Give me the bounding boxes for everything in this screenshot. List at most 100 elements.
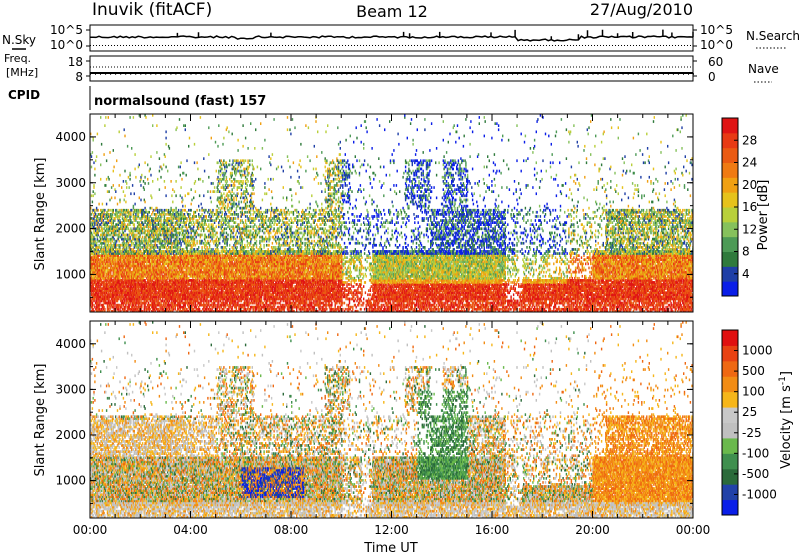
power-cell: [98, 209, 99, 212]
power-cell: [93, 194, 94, 197]
power-cell: [147, 178, 148, 181]
power-cell: [100, 164, 101, 167]
power-cell: [104, 209, 105, 212]
power-cell: [134, 153, 135, 156]
power-cell: [139, 164, 140, 167]
power-cell: [108, 238, 109, 241]
power-cell: [169, 217, 170, 220]
power-cell: [106, 159, 107, 162]
power-cell: [178, 209, 179, 212]
nsearch-label: N.Search: [746, 29, 800, 43]
power-cell: [150, 168, 151, 171]
power-cell: [128, 176, 129, 179]
power-cell: [150, 219, 151, 222]
power-cell: [135, 176, 136, 179]
power-cell: [147, 164, 148, 167]
power-cell: [117, 203, 118, 206]
power-cell: [140, 199, 141, 202]
power-cell: [94, 219, 95, 222]
power-cell: [134, 244, 135, 247]
power-cell: [104, 308, 105, 311]
power-cell: [119, 232, 120, 235]
power-cell: [170, 246, 171, 249]
power-cell: [104, 124, 105, 127]
power-cell: [180, 174, 181, 177]
power-cell: [116, 234, 117, 237]
power-cell: [178, 213, 179, 216]
power-cell: [163, 164, 164, 167]
power-cell: [123, 190, 124, 193]
power-cell: [180, 166, 181, 169]
power-cell: [152, 180, 153, 183]
power-cell: [124, 135, 125, 138]
power-cell: [156, 124, 157, 127]
power-cell: [144, 201, 145, 204]
power-cell: [131, 147, 132, 150]
power-cell: [92, 201, 93, 204]
power-cell: [91, 166, 92, 169]
power-cell: [143, 180, 144, 183]
freq-unit-label: [MHz]: [6, 66, 38, 79]
power-cell: [141, 174, 142, 177]
power-cell: [116, 159, 117, 162]
power-cell: [164, 209, 165, 212]
power-cell: [126, 186, 127, 189]
power-cell: [110, 209, 111, 212]
power-cell: [95, 159, 96, 162]
power-cell: [106, 203, 107, 206]
power-cell: [108, 209, 109, 212]
power-cell: [168, 234, 169, 237]
power-cell: [165, 155, 166, 158]
beam-title: Beam 12: [356, 2, 428, 21]
power-cell: [127, 223, 128, 226]
power-cell: [129, 178, 130, 181]
power-cell: [168, 209, 169, 212]
power-cell: [108, 116, 109, 119]
freq-tick-low: 8: [75, 70, 83, 84]
power-cell: [96, 155, 97, 158]
nave-tick-high: 60: [708, 55, 723, 69]
date-title: 27/Aug/2010: [590, 0, 693, 19]
power-cell: [130, 192, 131, 195]
station-title: Inuvik (fitACF): [92, 0, 212, 20]
noise-right-tick-high: 10^5: [700, 23, 733, 37]
power-cell: [181, 178, 182, 181]
power-cell: [91, 194, 92, 197]
power-cell: [93, 161, 94, 164]
power-cell: [101, 143, 102, 146]
power-cell: [119, 174, 120, 177]
noise-left-tick-high: 10^5: [50, 23, 83, 37]
power-cell: [108, 178, 109, 181]
power-cell: [175, 180, 176, 183]
power-cell: [174, 190, 175, 193]
power-cell: [120, 244, 121, 247]
power-cell: [165, 143, 166, 146]
power-cell: [134, 168, 135, 171]
power-cell: [152, 124, 153, 127]
power-cell: [165, 166, 166, 169]
power-cell: [175, 207, 176, 210]
power-cell: [150, 174, 151, 177]
power-cell: [96, 242, 97, 245]
power-cell: [142, 236, 143, 239]
power-cell: [165, 186, 166, 189]
power-cell: [150, 207, 151, 210]
noise-right-tick-low: 10^0: [700, 38, 733, 52]
power-cell: [154, 209, 155, 212]
power-cell: [149, 211, 150, 214]
power-cell: [124, 194, 125, 197]
power-cell: [174, 213, 175, 216]
power-cell: [92, 151, 93, 154]
power-cell: [150, 308, 151, 311]
power-cell: [124, 170, 125, 173]
power-cell: [114, 197, 115, 200]
power-cell: [100, 116, 101, 119]
power-cell: [129, 172, 130, 175]
power-cell: [148, 182, 149, 185]
power-cell: [160, 176, 161, 179]
power-cell: [140, 184, 141, 187]
power-cell: [157, 209, 158, 212]
power-cell: [173, 234, 174, 237]
power-cell: [150, 240, 151, 243]
